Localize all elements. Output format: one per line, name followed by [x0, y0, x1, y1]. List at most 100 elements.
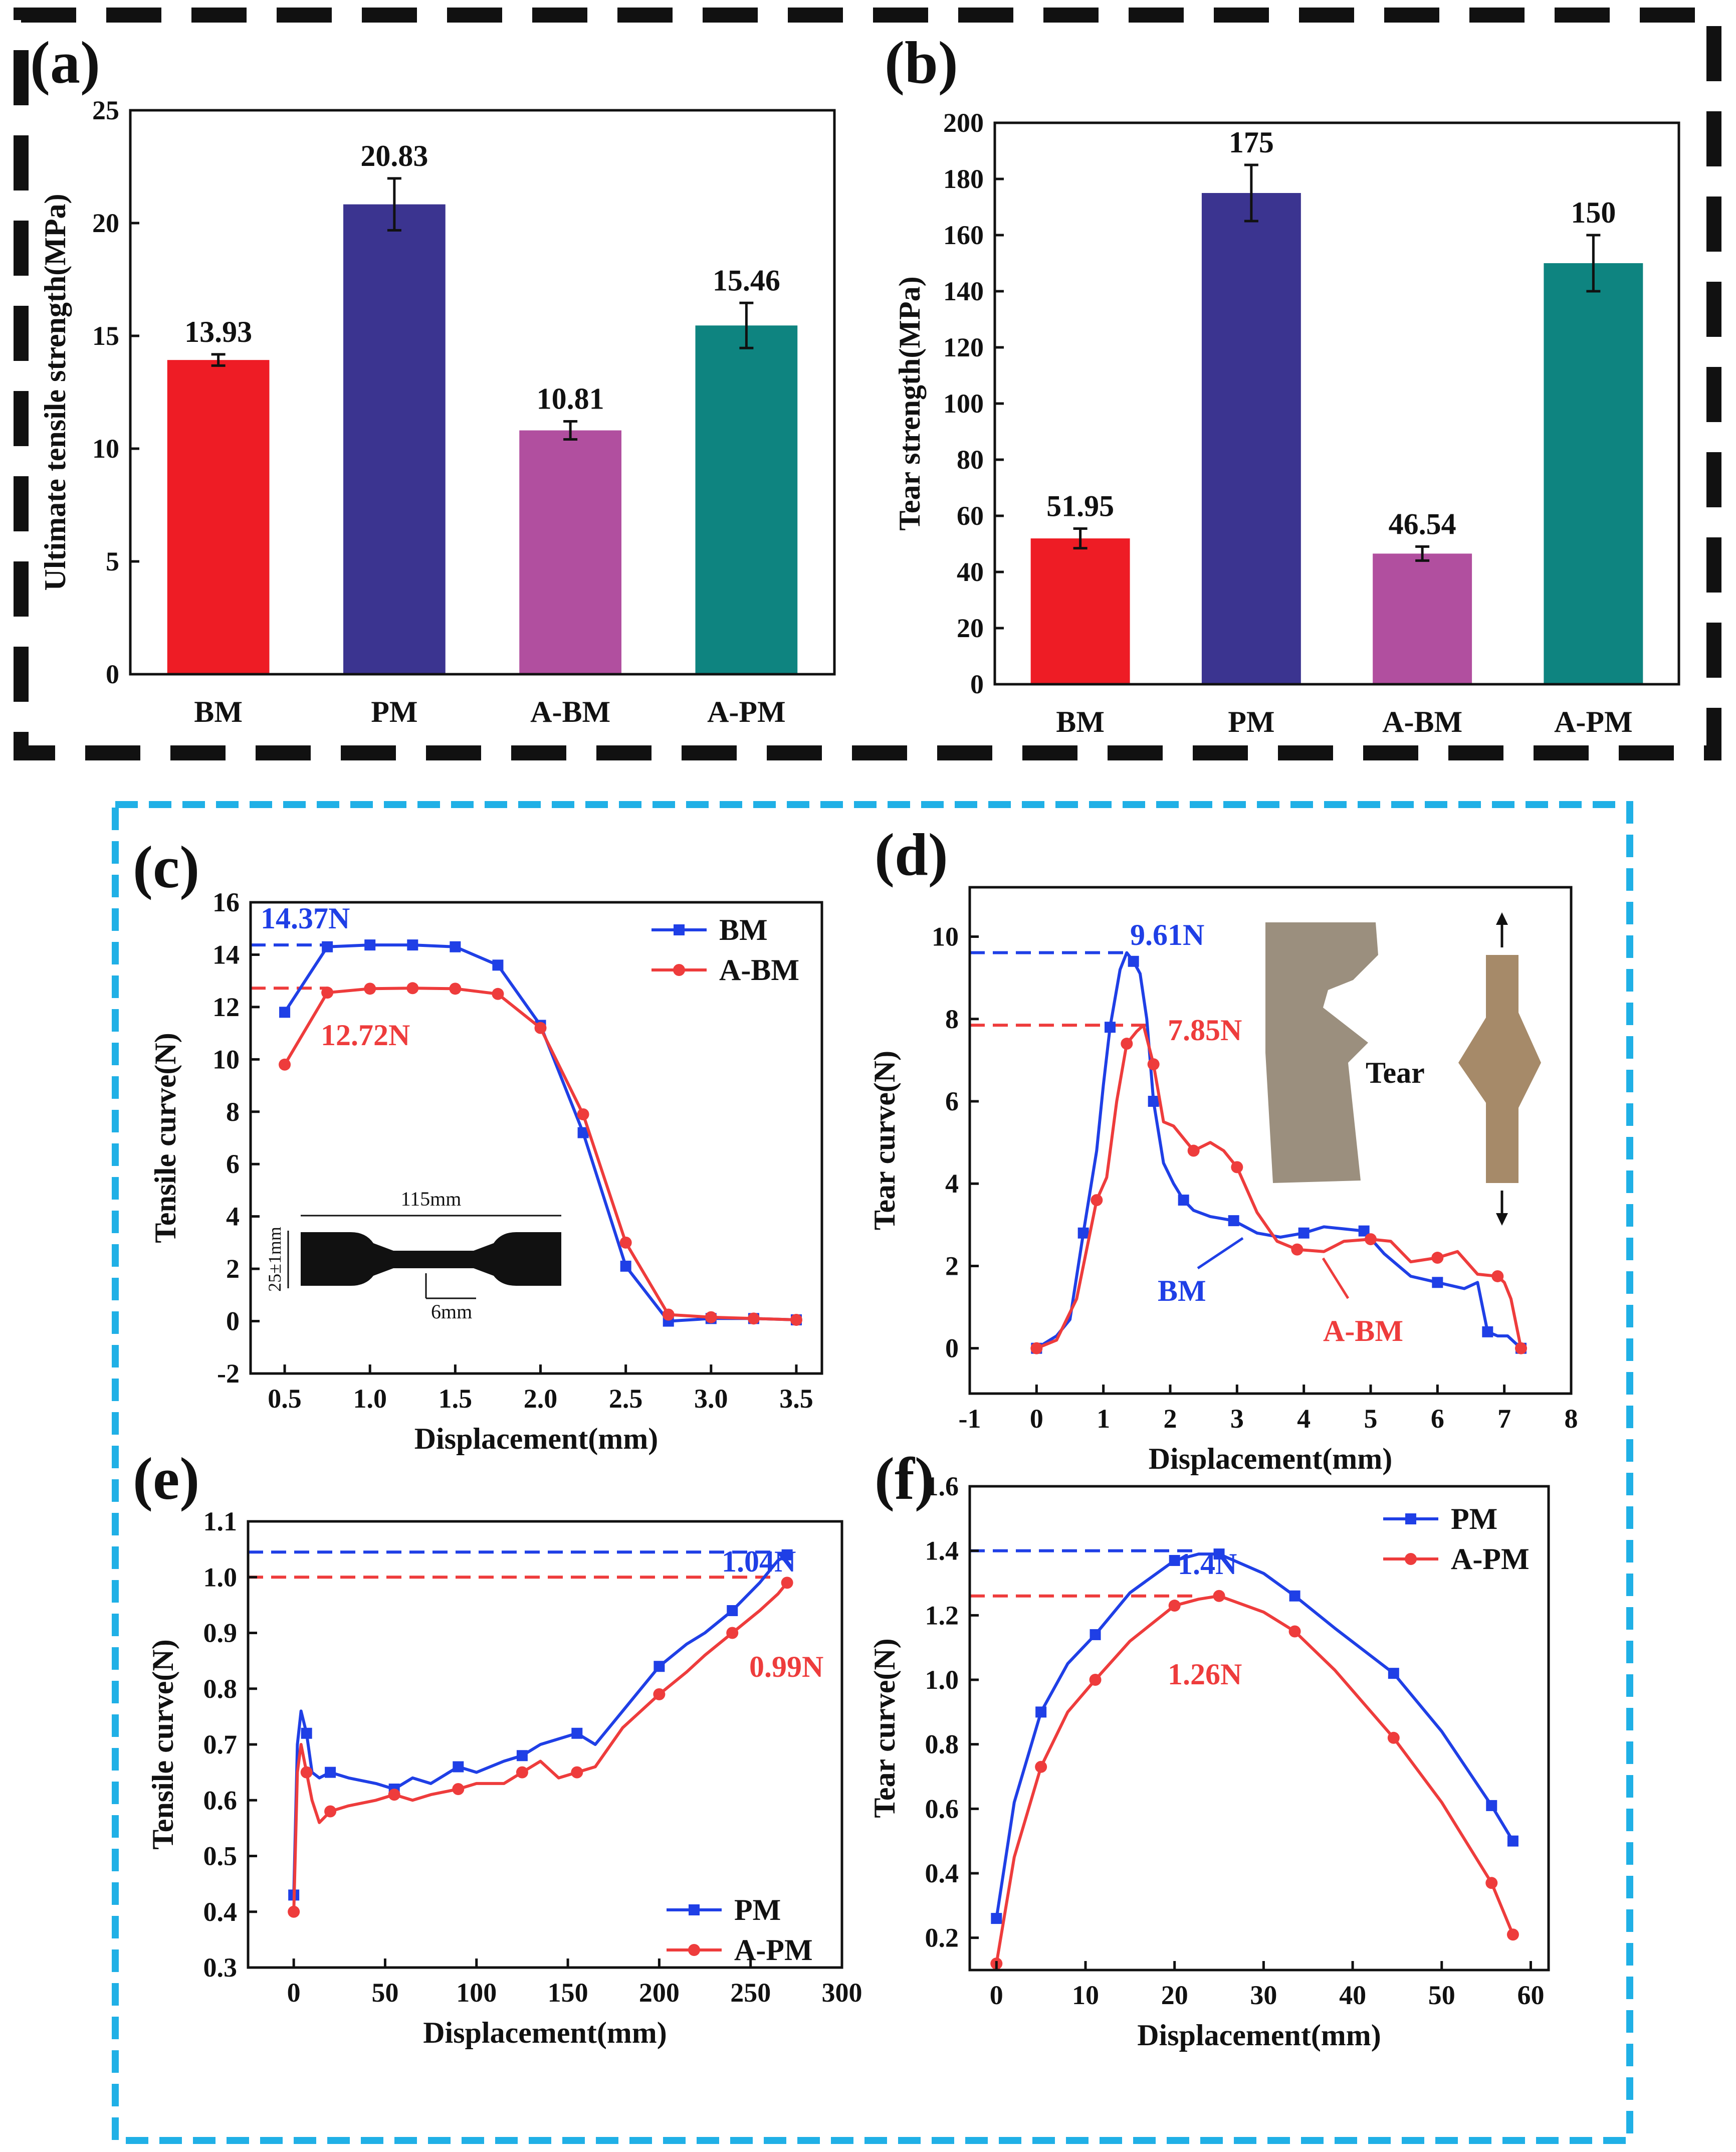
data-point-square: [364, 939, 376, 951]
annotation-label: 1.26N: [1168, 1658, 1242, 1691]
y-tick-label: 0.8: [925, 1729, 959, 1759]
x-tick-label: 0: [287, 1978, 301, 2008]
data-point-circle: [516, 1766, 528, 1779]
data-point-square: [492, 959, 504, 971]
data-point-square: [1486, 1800, 1497, 1811]
data-point-circle: [388, 1789, 400, 1801]
data-point-square: [516, 1750, 528, 1762]
panel-label-b: (b): [885, 29, 958, 96]
x-tick-label: -1: [959, 1404, 981, 1434]
x-tick-label: 50: [1428, 1980, 1455, 2010]
data-point-square: [1358, 1225, 1370, 1237]
bar-a-bm: [519, 430, 621, 674]
data-point-square: [727, 1605, 738, 1616]
x-tick-label: 1.0: [353, 1384, 387, 1414]
panel-label-c: (c): [133, 834, 199, 900]
x-tick-label: 30: [1250, 1980, 1277, 2010]
data-point-square: [1482, 1326, 1493, 1337]
plot-frame-a: [129, 109, 836, 676]
panel-f-tear-curve-chart: (f) 1.4N 1.26N 0.2 0.4 0.6 0.8 1.0 1.2 1.4 1.6 Tear…: [868, 1445, 1550, 2052]
bar-value-label: 13.93: [184, 315, 252, 348]
inset-label-neck: 6mm: [431, 1300, 472, 1323]
data-point-square: [1507, 1835, 1518, 1847]
data-point-circle: [747, 1312, 760, 1325]
data-point-square: [991, 1913, 1002, 1924]
torn-specimen-photo: [1265, 922, 1378, 1183]
data-point-circle: [324, 1805, 337, 1818]
data-point-circle: [1491, 1270, 1504, 1282]
y-tick-label: 1.0: [925, 1665, 959, 1695]
legend-entry: A-PM: [734, 1933, 813, 1967]
data-point-circle: [577, 1108, 589, 1120]
x-tick-label: 300: [822, 1978, 862, 2008]
y-tick-label: 4: [226, 1202, 240, 1232]
bar-value-label: 15.46: [713, 264, 780, 297]
x-axis-label: Displacement(mm): [1137, 2019, 1381, 2052]
panel-e-tensile-curve-chart: (e) 1.04N 0.99N 0.3 0.4 0.5 0.6 0.7 0.8 0.9 1.0 1.1…: [133, 1445, 862, 2049]
data-point-circle: [781, 1577, 793, 1589]
data-point-square: [322, 941, 333, 952]
y-tick-label: 14: [212, 939, 240, 969]
data-point-circle: [321, 987, 334, 999]
legend-entry: BM: [719, 913, 768, 946]
data-point-circle: [1506, 1928, 1519, 1941]
x-tick-label: 200: [639, 1978, 680, 2008]
data-point-circle: [406, 982, 419, 995]
data-point-circle: [492, 988, 504, 1000]
x-tick-label: 1: [1097, 1404, 1110, 1434]
bar-value-label: 175: [1229, 126, 1274, 159]
x-tick-label: 50: [371, 1978, 398, 2008]
panel-b-tear-strength-chart: (b) 51.95 BM 175 PM 46.54 A-BM 150 A-PM 0 20 40 60 80…: [885, 29, 1680, 738]
y-tick-label: 5: [106, 546, 119, 576]
x-tick-label: 250: [730, 1978, 771, 2008]
data-point-square: [325, 1767, 336, 1778]
bm-pointer-arrow: [1197, 1237, 1244, 1270]
y-tick-label: 140: [943, 276, 984, 306]
annotation-label: 0.99N: [749, 1650, 823, 1683]
y-tick-label: 15: [92, 321, 119, 351]
data-point-circle: [1030, 1342, 1043, 1354]
series-line-a-pm: [292, 1582, 788, 1912]
y-tick-label: 180: [943, 164, 984, 194]
annotation-label: 12.72N: [321, 1019, 410, 1052]
data-point-circle: [288, 1905, 300, 1918]
x-tick-label: 100: [456, 1978, 497, 2008]
data-point-circle: [1121, 1038, 1133, 1050]
data-point-circle: [1405, 1553, 1417, 1565]
bar-bm: [1030, 538, 1130, 684]
x-tick-label: 20: [1161, 1980, 1188, 2010]
bar-value-label: 51.95: [1046, 489, 1114, 522]
panel-label-d: (d): [875, 821, 948, 888]
x-category-label: A-PM: [1554, 705, 1633, 738]
data-point-circle: [1147, 1058, 1160, 1071]
panel-label-e: (e): [133, 1445, 199, 1512]
y-tick-label: 0.4: [925, 1858, 959, 1888]
y-tick-label: 0.6: [203, 1785, 238, 1815]
tear-photo-label: Tear: [1366, 1056, 1425, 1089]
data-point-circle: [1168, 1600, 1181, 1612]
y-tick-label: 10: [92, 434, 119, 464]
x-category-label: PM: [1228, 705, 1274, 738]
data-point-circle: [1187, 1144, 1200, 1157]
y-tick-label: 80: [957, 445, 984, 475]
x-tick-label: 4: [1297, 1404, 1311, 1434]
y-axis-label: Tear strength(MPa): [893, 276, 926, 530]
data-point-circle: [300, 1766, 313, 1779]
data-point-square: [1090, 1629, 1101, 1640]
x-tick-label: 40: [1339, 1980, 1366, 2010]
y-axis-label: Ultimate tensile strength(MPa): [39, 193, 72, 591]
data-point-square: [1128, 955, 1139, 967]
data-point-square: [450, 941, 461, 952]
plot-frame-d: [968, 886, 1573, 1395]
y-tick-label: 60: [957, 501, 984, 531]
data-point-square: [1035, 1706, 1047, 1718]
y-tick-label: 25: [92, 95, 119, 125]
plot-frame-c: [249, 901, 823, 1375]
data-point-circle: [1515, 1342, 1527, 1354]
x-tick-label: 10: [1072, 1980, 1099, 2010]
y-tick-label: 8: [945, 1004, 959, 1034]
data-point-circle: [364, 983, 376, 995]
abm-pointer-arrow: [1322, 1257, 1350, 1299]
y-tick-label: 1.6: [925, 1471, 959, 1501]
